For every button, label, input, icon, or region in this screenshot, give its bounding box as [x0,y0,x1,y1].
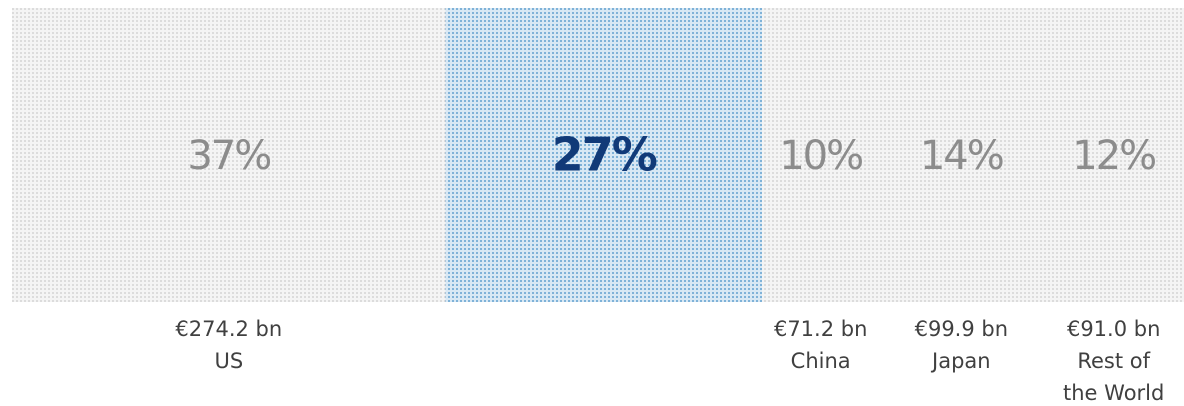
region-label-china: China [791,349,851,373]
segment-highlight [445,8,763,302]
value-label-china: €71.2 bn [774,317,867,341]
segment-china [762,8,880,302]
segment-japan [879,8,1044,302]
region-label-us: US [214,349,243,373]
share-label-us: 37% [187,133,270,179]
value-label-japan: €99.9 bn [915,317,1008,341]
value-label-us: €274.2 bn [175,317,282,341]
region-label-rest-of-the-world: the World [1063,381,1164,405]
share-label-rest-of-the-world: 12% [1072,133,1155,179]
segment-us [12,8,446,302]
chart-segments [12,8,1184,302]
value-label-rest-of-the-world: €91.0 bn [1067,317,1160,341]
share-label-japan: 14% [920,133,1003,179]
region-label-rest-of-the-world: Rest of [1077,349,1150,373]
share-label-highlight: 27% [552,128,657,182]
segment-rest-of-the-world [1043,8,1184,302]
region-label-japan: Japan [930,349,991,373]
chart-labels: 37% €274.2 bn US 27% 10% €71.2 bn China 14% €99.… [175,128,1164,406]
share-label-china: 10% [779,133,862,179]
